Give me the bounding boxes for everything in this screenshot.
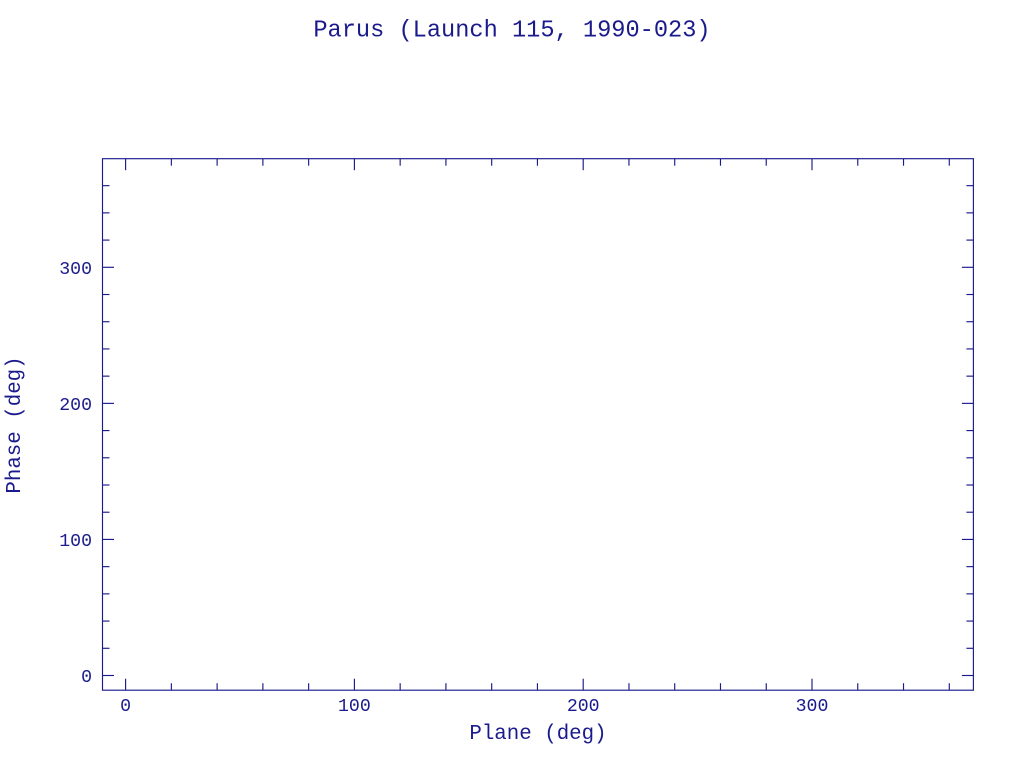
svg-text:0: 0 [120,697,131,717]
svg-text:Parus (Launch 115, 1990-023): Parus (Launch 115, 1990-023) [313,17,710,44]
svg-text:200: 200 [59,396,92,416]
svg-text:0: 0 [81,668,92,688]
svg-text:Plane (deg): Plane (deg) [469,723,606,746]
svg-text:100: 100 [338,697,371,717]
svg-text:300: 300 [796,697,829,717]
svg-text:Phase (deg): Phase (deg) [4,356,27,493]
svg-text:200: 200 [567,697,600,717]
svg-text:100: 100 [59,532,92,552]
svg-text:300: 300 [59,260,92,280]
